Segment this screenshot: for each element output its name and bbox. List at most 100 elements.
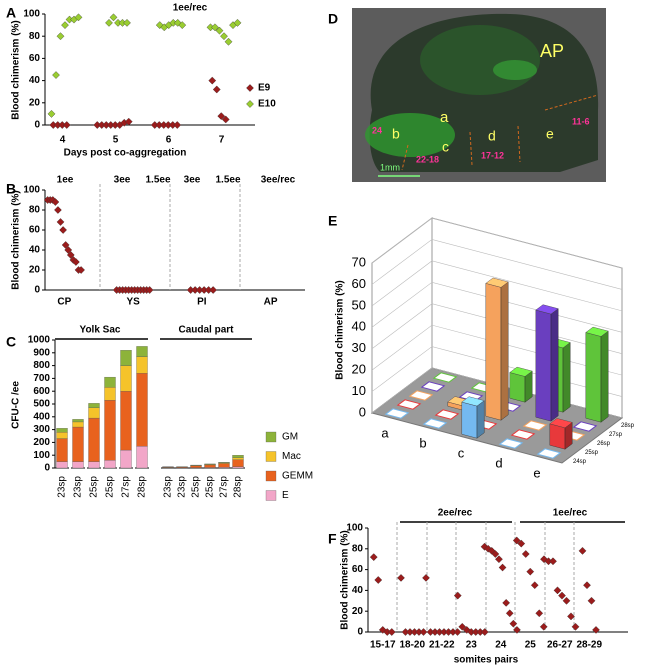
y-tick-label: 100 (23, 9, 40, 20)
bar-segment (204, 464, 216, 468)
x-tick-label: 6 (166, 135, 172, 146)
bar-top (585, 326, 609, 337)
point (387, 628, 396, 636)
point (77, 266, 85, 274)
panel-label: A (6, 5, 16, 21)
bar-segment (72, 421, 84, 428)
bar-segment (104, 400, 116, 461)
somite-label: 17-12 (481, 150, 504, 160)
point (513, 626, 521, 634)
y-tick-label: 60 (29, 225, 41, 236)
somite-label: 24 (372, 125, 382, 135)
bar-segment (232, 455, 244, 458)
group-label: 1ee/rec (553, 508, 588, 519)
y-tick-label: 40 (29, 75, 41, 86)
bar (549, 418, 573, 450)
grid-line (371, 260, 623, 312)
x-tick-label: 25sp (191, 476, 202, 498)
bar-segment (136, 356, 148, 374)
y-tick-label: 20 (29, 265, 41, 276)
series-label: 28sp (621, 423, 635, 429)
grid-line (371, 239, 623, 290)
x-tick-label: 23 (466, 640, 478, 651)
point (61, 241, 70, 249)
bar-segment (136, 446, 148, 469)
y-tick-label: 400 (33, 411, 50, 422)
point (173, 18, 182, 27)
y-tick-label: 200 (33, 437, 50, 448)
y-tick-label: 100 (23, 185, 40, 196)
bar-segment (120, 350, 132, 366)
y-tick-label: 300 (33, 424, 50, 435)
x-tick-label: 28sp (137, 476, 148, 498)
point (72, 258, 80, 266)
point (74, 13, 83, 22)
bar-top (396, 399, 422, 410)
point (224, 37, 233, 46)
region-label: AP (540, 41, 564, 61)
y-tick-label: 80 (352, 543, 364, 554)
point (212, 85, 221, 94)
y-tick-label: 40 (352, 585, 364, 596)
x-tick-label: 25sp (89, 476, 100, 498)
point (512, 536, 521, 545)
bar-top (572, 421, 598, 432)
bar-front (535, 309, 552, 422)
x-tick-label: 23sp (177, 476, 188, 498)
x-tick-label: 15-17 (370, 640, 396, 651)
y-tick-label: 60 (352, 276, 366, 291)
point (209, 286, 218, 294)
point (61, 21, 69, 29)
panel-label: C (6, 334, 16, 350)
bar-side (500, 281, 509, 421)
x-tick-label: 27sp (121, 476, 132, 498)
x-tick-label: 24 (495, 640, 507, 651)
point (47, 110, 56, 118)
bar-front (461, 401, 478, 439)
region-label: c (442, 139, 449, 155)
bar-segment (232, 466, 244, 469)
point (173, 121, 182, 129)
point (567, 612, 575, 621)
point (145, 286, 154, 294)
y-axis-label: Blood chimerism (%) (335, 280, 346, 379)
y-tick-label: 800 (33, 360, 50, 371)
point (553, 586, 562, 595)
group-label: Caudal part (178, 325, 234, 336)
bar-segment (72, 426, 84, 462)
point (66, 251, 75, 259)
point (587, 596, 596, 605)
bar-top (509, 366, 533, 377)
bar-front (509, 372, 526, 403)
point (502, 598, 511, 607)
point (583, 581, 591, 590)
point (124, 117, 133, 126)
x-tick-label: 26-27 (547, 640, 573, 651)
bar-segment (104, 460, 116, 469)
point (59, 226, 67, 234)
bar (522, 420, 548, 431)
bar (434, 409, 460, 420)
x-tick-label: a (381, 425, 389, 440)
y-tick-label: 20 (352, 606, 364, 617)
group-label: 1ee (57, 175, 74, 186)
x-tick-label: 21-22 (429, 640, 455, 651)
x-tick-label: YS (126, 297, 140, 308)
group-label: Yolk Sac (80, 325, 121, 336)
point (480, 542, 489, 551)
legend-label: Mac (282, 451, 301, 462)
bar-segment (88, 407, 100, 419)
x-tick-label: 23sp (73, 476, 84, 498)
group-label: 3ee (184, 175, 201, 186)
point (509, 619, 518, 628)
group-label: 2ee/rec (438, 508, 473, 519)
series-label: 25sp (585, 450, 599, 456)
bar-segment (56, 438, 68, 462)
point (62, 121, 71, 129)
group-label: 3ee/rec (261, 175, 296, 186)
bar (384, 408, 410, 419)
somite-label: 11-6 (572, 116, 590, 126)
point (217, 112, 226, 121)
group-label: 3ee (114, 175, 131, 186)
